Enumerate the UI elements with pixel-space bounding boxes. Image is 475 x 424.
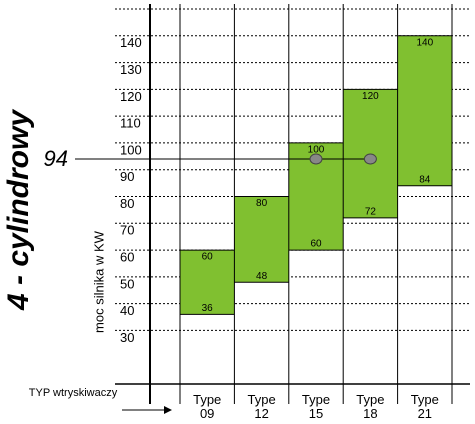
x-tick-label: Type 09	[193, 392, 222, 421]
bar-high-label: 80	[256, 198, 268, 209]
y-tick-label: 140	[120, 35, 142, 50]
bar-high-label: 100	[308, 145, 325, 156]
bar-high-label: 60	[202, 252, 214, 263]
bar-low-label: 84	[419, 174, 431, 185]
x-label-arrowhead	[164, 406, 172, 414]
y-axis-label: moc silnika w KW	[91, 230, 106, 333]
bar-high-label: 120	[362, 91, 379, 102]
y-tick-label: 50	[120, 276, 134, 291]
x-tick-label: Type 21	[410, 392, 439, 421]
x-tick-label: Type 18	[356, 392, 385, 421]
reference-marker	[309, 153, 323, 165]
y-tick-label: 40	[120, 303, 134, 318]
x-axis-label: TYP wtryskiwaczy	[28, 387, 118, 399]
chart-title: 4 - cylindrowy	[2, 109, 35, 311]
bar	[234, 196, 289, 283]
reference-label: 94	[44, 146, 68, 171]
bar-low-label: 60	[310, 239, 322, 250]
bar	[180, 250, 235, 315]
bar-low-label: 48	[256, 271, 268, 282]
x-tick-label: Type 12	[247, 392, 276, 421]
bar-low-label: 72	[365, 207, 377, 218]
y-tick-label: 100	[120, 142, 142, 157]
y-tick-label: 120	[120, 89, 142, 104]
x-tick-label: Type 15	[301, 392, 331, 421]
y-tick-label: 90	[120, 169, 134, 184]
bar-low-label: 36	[202, 303, 214, 314]
reference-marker	[363, 153, 377, 165]
bar-high-label: 140	[416, 37, 433, 48]
y-tick-label: 70	[120, 223, 134, 238]
bar	[397, 35, 452, 186]
y-tick-label: 30	[120, 330, 134, 345]
y-tick-label: 80	[120, 196, 134, 211]
y-tick-label: 130	[120, 62, 142, 77]
y-tick-label: 110	[120, 116, 141, 131]
y-tick-label: 60	[120, 250, 134, 265]
